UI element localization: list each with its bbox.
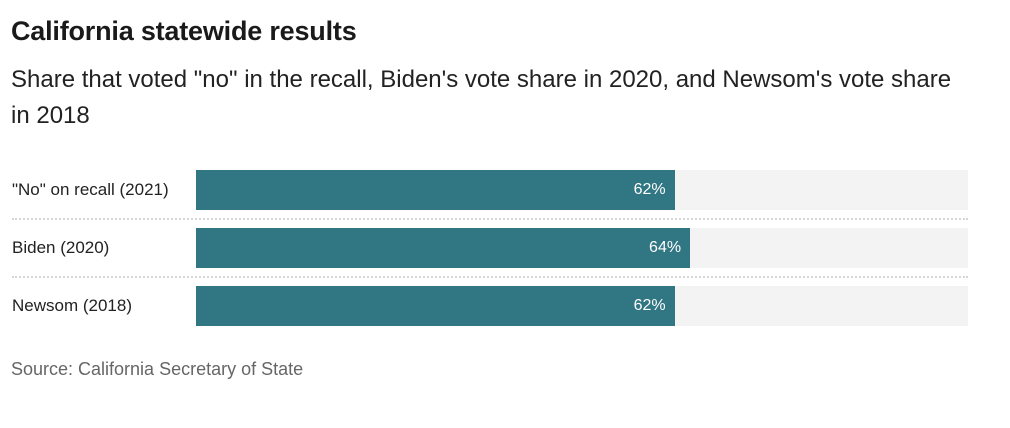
bar-value-label: 64% — [649, 239, 682, 256]
bar-value-label: 62% — [633, 297, 666, 314]
bar: 62% — [196, 170, 675, 210]
category-label: Biden (2020) — [12, 238, 110, 257]
bar-row: Biden (2020) 64% — [0, 228, 1010, 268]
bar-row: "No" on recall (2021) 62% — [0, 170, 1010, 210]
row-divider — [12, 218, 968, 220]
category-label: "No" on recall (2021) — [12, 180, 169, 199]
chart-subtitle: Share that voted "no" in the recall, Bid… — [11, 66, 952, 129]
row-divider — [12, 276, 968, 278]
bar-track: 62% — [196, 286, 968, 326]
bar: 62% — [196, 286, 675, 326]
bar-track: 62% — [196, 170, 968, 210]
bar: 64% — [196, 228, 691, 268]
category-label: Newsom (2018) — [12, 296, 132, 315]
bar-chart: "No" on recall (2021) 62% Biden (2020) 64% N… — [0, 170, 1010, 326]
chart-title: California statewide results — [11, 16, 357, 46]
bar-value-label: 62% — [633, 181, 666, 198]
bar-row: Newsom (2018) 62% — [0, 286, 1010, 326]
source-note: Source: California Secretary of State — [11, 359, 304, 379]
bar-track: 64% — [196, 228, 968, 268]
